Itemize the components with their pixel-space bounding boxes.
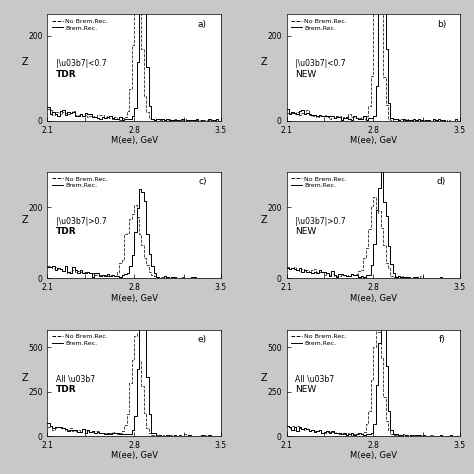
Text: b): b) <box>437 19 446 28</box>
Text: |\u03b7|>0.7: |\u03b7|>0.7 <box>56 217 107 226</box>
X-axis label: M(ee), GeV: M(ee), GeV <box>110 136 157 145</box>
X-axis label: M(ee), GeV: M(ee), GeV <box>110 294 157 303</box>
Text: c): c) <box>198 177 207 186</box>
X-axis label: M(ee), GeV: M(ee), GeV <box>110 451 157 460</box>
Text: TDR: TDR <box>56 227 77 236</box>
X-axis label: M(ee), GeV: M(ee), GeV <box>350 294 397 303</box>
Text: TDR: TDR <box>56 70 77 79</box>
Text: d): d) <box>437 177 446 186</box>
Legend: No Brem.Rec., Brem.Rec.: No Brem.Rec., Brem.Rec. <box>51 175 109 190</box>
Text: a): a) <box>198 19 207 28</box>
Y-axis label: Z: Z <box>261 215 268 225</box>
Y-axis label: Z: Z <box>261 373 267 383</box>
Y-axis label: Z: Z <box>22 215 28 225</box>
Legend: No Brem.Rec., Brem.Rec.: No Brem.Rec., Brem.Rec. <box>290 18 348 32</box>
Text: NEW: NEW <box>295 70 317 79</box>
Text: e): e) <box>198 335 207 344</box>
Y-axis label: Z: Z <box>261 57 268 67</box>
Text: All \u03b7: All \u03b7 <box>295 374 334 383</box>
Text: NEW: NEW <box>295 385 317 394</box>
Legend: No Brem.Rec., Brem.Rec.: No Brem.Rec., Brem.Rec. <box>51 333 109 347</box>
Text: |\u03b7|<0.7: |\u03b7|<0.7 <box>56 59 107 68</box>
Legend: No Brem.Rec., Brem.Rec.: No Brem.Rec., Brem.Rec. <box>290 333 348 347</box>
Text: |\u03b7|>0.7: |\u03b7|>0.7 <box>295 217 346 226</box>
Text: |\u03b7|<0.7: |\u03b7|<0.7 <box>295 59 346 68</box>
Text: All \u03b7: All \u03b7 <box>56 374 95 383</box>
Text: f): f) <box>439 335 446 344</box>
Y-axis label: Z: Z <box>22 57 28 67</box>
Legend: No Brem.Rec., Brem.Rec.: No Brem.Rec., Brem.Rec. <box>51 18 109 32</box>
Text: NEW: NEW <box>295 227 317 236</box>
X-axis label: M(ee), GeV: M(ee), GeV <box>350 451 397 460</box>
Text: TDR: TDR <box>56 385 77 394</box>
X-axis label: M(ee), GeV: M(ee), GeV <box>350 136 397 145</box>
Legend: No Brem.Rec., Brem.Rec.: No Brem.Rec., Brem.Rec. <box>290 175 348 190</box>
Y-axis label: Z: Z <box>22 373 28 383</box>
